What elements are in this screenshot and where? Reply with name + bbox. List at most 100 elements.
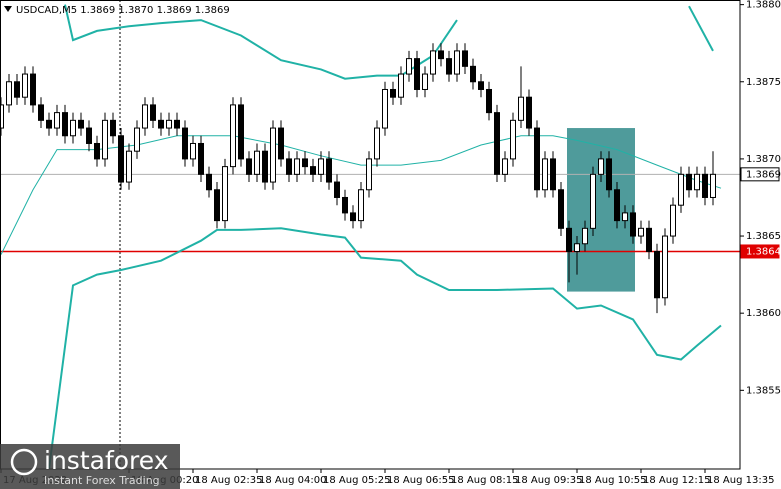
candle-body: [102, 119, 108, 160]
menu-arrow[interactable]: [4, 6, 12, 12]
x-tick-label: 18 Aug 08:15: [451, 475, 518, 486]
candle-body: [710, 173, 716, 198]
candle-body: [190, 142, 196, 160]
candle-body: [502, 158, 508, 175]
price-label: 1.3864: [746, 246, 781, 257]
candle-body: [262, 150, 268, 183]
plot-area: [0, 0, 740, 469]
candle-body: [382, 88, 388, 129]
candle-body: [638, 227, 644, 237]
candle-body: [622, 212, 628, 222]
candle-body: [142, 104, 148, 129]
logo-icon: [10, 448, 38, 476]
x-tick-label: 18 Aug 12:15: [643, 475, 710, 486]
candle-body: [478, 81, 484, 90]
candle-body: [486, 88, 492, 114]
candle-body: [222, 166, 228, 222]
candle-body: [206, 173, 212, 191]
candle-body: [670, 204, 676, 237]
band-upper: [64, 4, 714, 80]
candle-body: [238, 104, 244, 160]
candle-body: [630, 212, 636, 237]
candle-body: [510, 119, 516, 160]
candle-body: [390, 88, 396, 98]
candle-body: [30, 73, 36, 106]
candle-body: [110, 119, 116, 137]
candle-body: [294, 158, 300, 175]
x-tick-label: 18 Aug 05:25: [323, 475, 390, 486]
y-tick-label: 1.3870: [746, 154, 781, 165]
x-tick-label: 18 Aug 06:55: [387, 475, 454, 486]
candle-body: [62, 112, 68, 137]
candle-body: [134, 127, 140, 152]
candle-body: [126, 150, 132, 183]
candle-body: [230, 104, 236, 168]
candle-body: [558, 189, 564, 229]
band-lower: [48, 227, 722, 469]
candle-body: [454, 50, 460, 75]
candle-body: [614, 189, 620, 222]
candle-body: [94, 142, 100, 160]
candle-body: [526, 96, 532, 129]
candle-body: [150, 104, 156, 121]
candle-body: [6, 81, 12, 106]
candle-body: [158, 119, 164, 129]
candle-body: [686, 173, 692, 191]
candle-body: [46, 119, 52, 129]
candle-body: [358, 189, 364, 222]
candle-body: [350, 212, 356, 222]
candle-body: [14, 81, 20, 98]
candle-body: [430, 50, 436, 75]
candle-body: [646, 227, 652, 252]
candle-body: [678, 173, 684, 206]
candle-body: [414, 58, 420, 90]
candle-body: [182, 127, 188, 160]
candle-body: [406, 58, 412, 75]
candle-body: [422, 73, 428, 90]
price-label: 1.3869: [746, 169, 781, 180]
candle-body: [254, 150, 260, 175]
candle-body: [310, 166, 316, 175]
y-tick-label: 1.3880: [746, 0, 781, 11]
candle-body: [270, 127, 276, 183]
x-tick-label: 18 Aug 02:35: [195, 475, 262, 486]
candle-body: [278, 127, 284, 160]
candle-body: [174, 119, 180, 129]
candle-body: [534, 127, 540, 191]
logo-name: instaforex: [44, 446, 169, 475]
chart-title: USDCAD,M5 1.3869 1.3870 1.3869 1.3869: [16, 5, 230, 16]
x-tick-label: 18 Aug 09:35: [515, 475, 582, 486]
candle-body: [198, 142, 204, 175]
x-tick-label: 18 Aug 04:00: [259, 475, 326, 486]
candle-body: [582, 227, 588, 245]
candle-body: [54, 112, 60, 129]
candle-body: [118, 135, 124, 183]
candle-body: [446, 58, 452, 75]
candle-body: [342, 196, 348, 214]
candle-body: [366, 158, 372, 191]
logo-tagline: Instant Forex Trading: [44, 474, 160, 487]
candle-body: [550, 158, 556, 191]
candle-body: [166, 119, 172, 129]
logo: instaforex Instant Forex Trading: [0, 444, 180, 489]
x-tick-label: 18 Aug 13:35: [707, 475, 774, 486]
candle-body: [286, 158, 292, 175]
candle-body: [494, 112, 500, 175]
y-tick-label: 1.3875: [746, 77, 781, 88]
candle-body: [662, 235, 668, 299]
x-tick-label: 18 Aug 10:55: [579, 475, 646, 486]
candle-body: [70, 119, 76, 137]
candle-body: [462, 50, 468, 67]
candle-body: [574, 243, 580, 252]
candle-body: [398, 73, 404, 98]
candle-body: [214, 189, 220, 222]
y-tick-label: 1.3860: [746, 308, 781, 319]
candle-body: [566, 227, 572, 252]
candle-body: [598, 158, 604, 175]
candle-body: [694, 173, 700, 191]
candle-body: [606, 158, 612, 191]
price-label-bg: [740, 167, 780, 182]
candle-body: [702, 173, 708, 198]
plot-frame: [0, 0, 741, 470]
